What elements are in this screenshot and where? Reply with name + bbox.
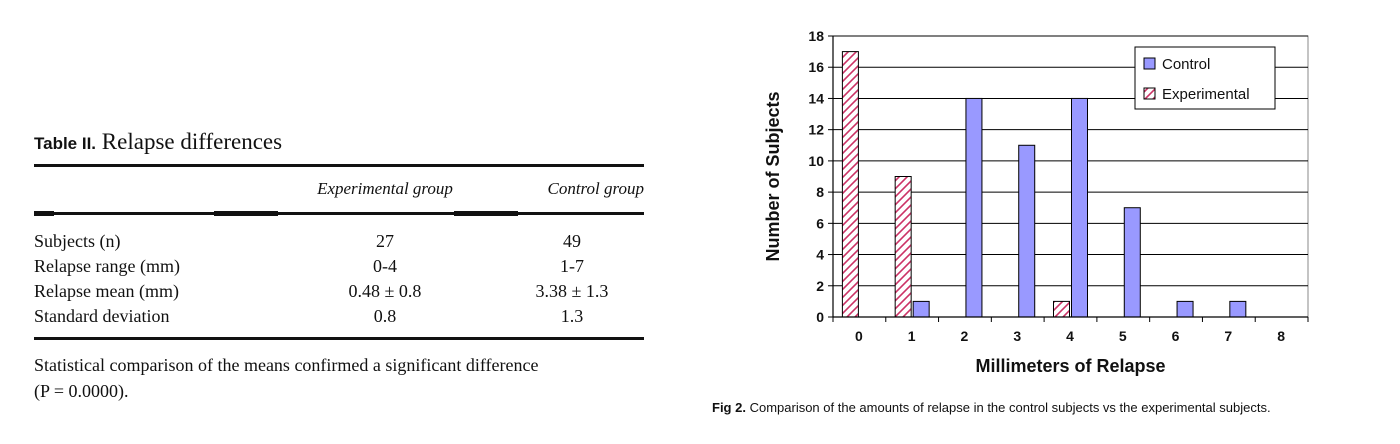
legend-swatch-control (1143, 57, 1156, 70)
bar-experimental-4 (1053, 300, 1070, 318)
bar-control-4 (1071, 97, 1088, 318)
table-header-control: Control group (547, 179, 644, 198)
x-tick-label: 4 (1066, 328, 1074, 344)
table-top-rule (34, 164, 644, 167)
table-row: Relapse range (mm) 0-4 1-7 (34, 254, 644, 279)
y-tick-label: 2 (816, 278, 824, 294)
relapse-table: Table II. Relapse differences Experiment… (34, 128, 644, 404)
table-cell: 49 (563, 231, 581, 251)
x-tick-label: 0 (855, 328, 863, 344)
x-tick-label: 3 (1013, 328, 1021, 344)
y-tick-label: 6 (816, 215, 824, 231)
x-tick-label: 5 (1119, 328, 1127, 344)
legend-box (1134, 46, 1276, 110)
table-footnote: Statistical comparison of the means conf… (34, 352, 644, 404)
bar-control-2 (965, 97, 983, 318)
table-cell: 0.48 ± 0.8 (348, 281, 422, 301)
x-tick-label: 1 (908, 328, 916, 344)
y-tick-label: 0 (816, 309, 824, 325)
bar-control-3 (1018, 144, 1036, 318)
legend-label-experimental: Experimental (1162, 86, 1250, 103)
table-cell: 1.3 (560, 306, 584, 326)
table-header-row: Experimental group Control group (34, 167, 644, 211)
table-header-rule (34, 211, 644, 216)
x-axis-title: Millimeters of Relapse (975, 356, 1165, 376)
table-row: Standard deviation 0.8 1.3 (34, 304, 644, 329)
table-cell: 0-4 (373, 256, 397, 276)
table-cell: Subjects (n) (34, 231, 121, 251)
bar-control-1 (912, 300, 930, 318)
y-tick-label: 16 (808, 59, 824, 75)
x-tick-label: 8 (1277, 328, 1285, 344)
table-body: Subjects (n) 27 49 Relapse range (mm) 0-… (34, 216, 644, 337)
bar-control-6 (1176, 300, 1194, 318)
y-tick-label: 14 (808, 90, 824, 106)
table-footnote-line: Statistical comparison of the means conf… (34, 355, 539, 375)
table-cell: 1-7 (560, 256, 584, 276)
table-cell: 3.38 ± 1.3 (535, 281, 609, 301)
y-axis-title: Number of Subjects (763, 91, 783, 261)
y-tick-label: 10 (808, 153, 824, 169)
legend-label-control: Control (1162, 56, 1210, 73)
x-tick-label: 7 (1224, 328, 1232, 344)
table-label: Table II. (34, 134, 97, 153)
x-tick-label: 6 (1172, 328, 1180, 344)
figure-caption-text: Comparison of the amounts of relapse in … (749, 400, 1271, 415)
x-tick-label: 2 (961, 328, 969, 344)
bar-control-5 (1123, 207, 1141, 318)
table-title: Relapse differences (101, 129, 283, 154)
table-cell: 0.8 (373, 306, 397, 326)
bar-experimental-1 (894, 176, 912, 318)
table-bottom-rule (34, 337, 644, 340)
y-tick-label: 4 (816, 247, 824, 263)
table-cell: Relapse mean (mm) (34, 281, 179, 301)
bar-experimental-0 (841, 51, 859, 318)
table-row: Subjects (n) 27 49 (34, 229, 644, 254)
table-cell: 27 (376, 231, 394, 251)
figure-label: Fig 2. (712, 400, 746, 415)
figure-caption: Fig 2. Comparison of the amounts of rela… (712, 400, 1271, 415)
y-tick-label: 12 (808, 122, 824, 138)
y-tick-label: 8 (816, 184, 824, 200)
table-header-experimental: Experimental group (317, 179, 453, 198)
bar-control-7 (1229, 300, 1247, 318)
table-footnote-line: (P = 0.0000). (34, 381, 129, 401)
table-row: Relapse mean (mm) 0.48 ± 0.8 3.38 ± 1.3 (34, 279, 644, 304)
table-cell: Standard deviation (34, 306, 170, 326)
legend-swatch-experimental (1143, 87, 1156, 100)
table-cell: Relapse range (mm) (34, 256, 180, 276)
y-tick-label: 18 (808, 28, 824, 44)
table-caption: Table II. Relapse differences (34, 128, 644, 158)
